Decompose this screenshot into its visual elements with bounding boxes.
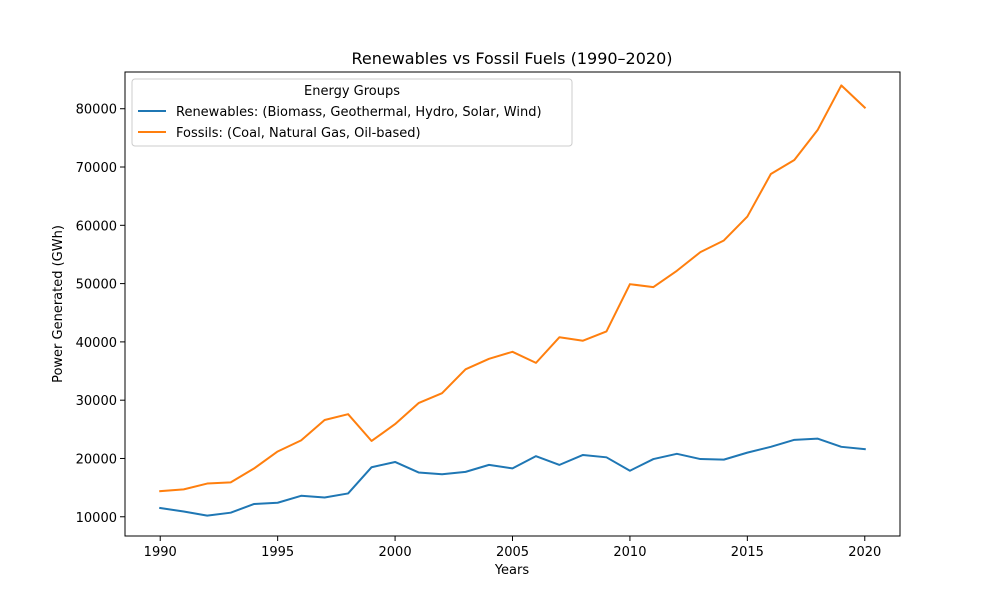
legend: Energy Groups Renewables: (Biomass, Geot… xyxy=(131,78,573,147)
x-tick-label: 2000 xyxy=(379,545,412,560)
legend-label-fossils: Fossils: (Coal, Natural Gas, Oil-based) xyxy=(176,126,421,141)
y-tick-label: 70000 xyxy=(76,161,117,176)
x-tick-label: 2020 xyxy=(848,545,881,560)
x-tick-label: 2015 xyxy=(731,545,764,560)
x-tick-label: 2005 xyxy=(496,545,529,560)
y-tick-label: 60000 xyxy=(76,219,117,234)
legend-box xyxy=(131,78,573,147)
x-axis-ticks: 1990 1995 2000 2005 2010 2015 2020 xyxy=(144,536,881,560)
legend-label-renewables: Renewables: (Biomass, Geothermal, Hydro,… xyxy=(176,105,542,120)
x-tick-label: 1990 xyxy=(144,545,177,560)
y-tick-label: 50000 xyxy=(76,278,117,293)
y-axis-label: Power Generated (GWh) xyxy=(51,225,66,383)
legend-title: Energy Groups xyxy=(304,84,400,99)
y-axis-ticks: 10000 20000 30000 40000 50000 60000 70000 80000 xyxy=(76,103,125,526)
y-tick-label: 20000 xyxy=(76,452,117,467)
y-tick-label: 30000 xyxy=(76,394,117,409)
series-line-renewables xyxy=(159,437,866,517)
series-line-fossils xyxy=(159,84,867,493)
chart-title: Renewables vs Fossil Fuels (1990–2020) xyxy=(351,49,672,68)
x-axis-label: Years xyxy=(494,563,530,578)
y-tick-label: 10000 xyxy=(76,511,117,526)
series-layer xyxy=(159,84,867,517)
y-tick-label: 40000 xyxy=(76,336,117,351)
x-tick-label: 2010 xyxy=(613,545,646,560)
y-tick-label: 80000 xyxy=(76,103,117,118)
x-tick-label: 1995 xyxy=(261,545,294,560)
